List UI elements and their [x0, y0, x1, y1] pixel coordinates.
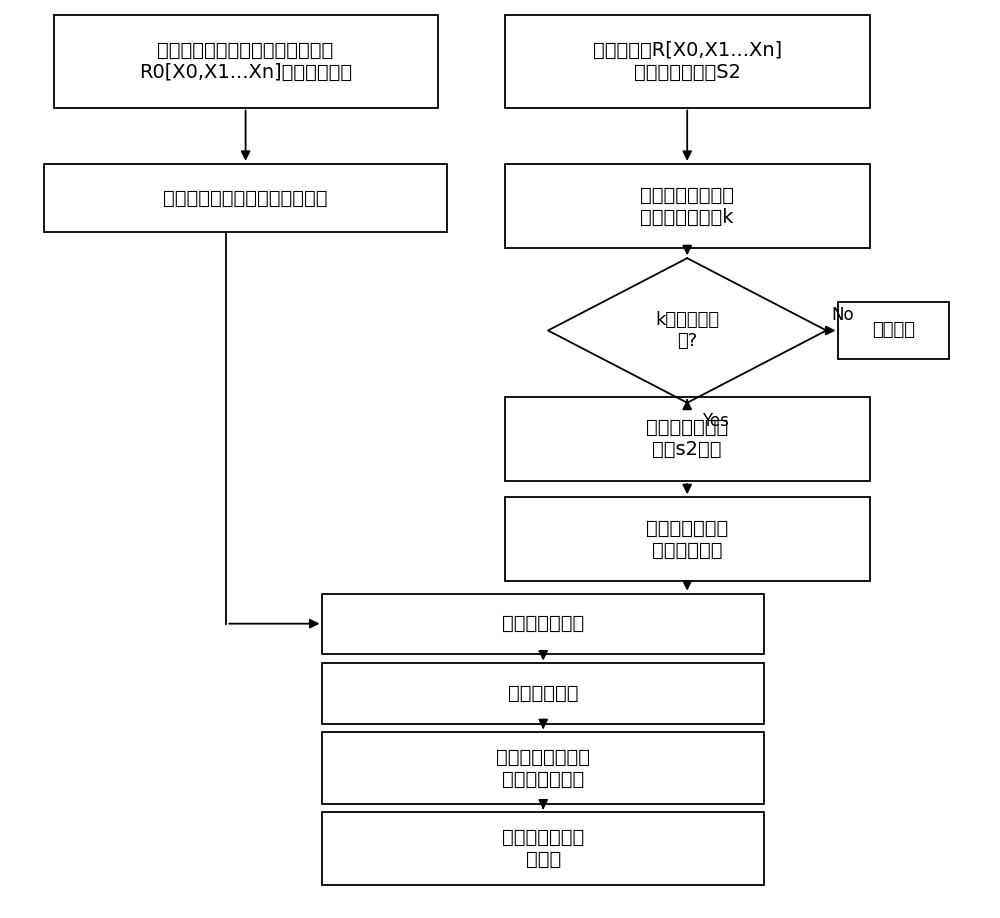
Bar [505, 397, 870, 481]
Text: 将测量数据R[X0,X1...Xn]
拟合为平面曲线S2: 将测量数据R[X0,X1...Xn] 拟合为平面曲线S2 [593, 41, 782, 82]
Text: 将实际测得数据处理后的数据向量
R0[X0,X1...Xn]作为参考样本: 将实际测得数据处理后的数据向量 R0[X0,X1...Xn]作为参考样本 [139, 41, 352, 82]
Bar [322, 812, 764, 885]
Bar [322, 664, 764, 723]
Text: 取排序后第一个点
并算出往返时间: 取排序后第一个点 并算出往返时间 [496, 748, 590, 789]
Text: 该云层高度及厚
度显示: 该云层高度及厚 度显示 [502, 828, 584, 869]
Bar [505, 498, 870, 581]
Bar [322, 733, 764, 804]
Bar [505, 163, 870, 248]
Text: 根据曲线曲率定义基段和脉冲段: 根据曲线曲率定义基段和脉冲段 [163, 188, 328, 207]
Bar [838, 302, 949, 359]
Text: 将留下的脉冲段
曲线s2分帧: 将留下的脉冲段 曲线s2分帧 [646, 419, 728, 459]
Bar [54, 16, 438, 107]
Text: 对曲线进行快速
小波除噪处理: 对曲线进行快速 小波除噪处理 [646, 519, 728, 560]
Text: 灰关联分析算法: 灰关联分析算法 [502, 614, 584, 633]
Text: 选取一段测量点平
均后计算其曲率k: 选取一段测量点平 均后计算其曲率k [640, 185, 734, 227]
Text: No: No [831, 306, 854, 324]
Text: 舍弃数据: 舍弃数据 [872, 321, 915, 340]
Bar [44, 163, 447, 232]
Text: 关联系数排序: 关联系数排序 [508, 684, 578, 703]
Text: Yes: Yes [702, 412, 728, 431]
Text: k属于基段曲
率?: k属于基段曲 率? [655, 311, 719, 350]
Bar [505, 16, 870, 107]
Bar [322, 594, 764, 654]
